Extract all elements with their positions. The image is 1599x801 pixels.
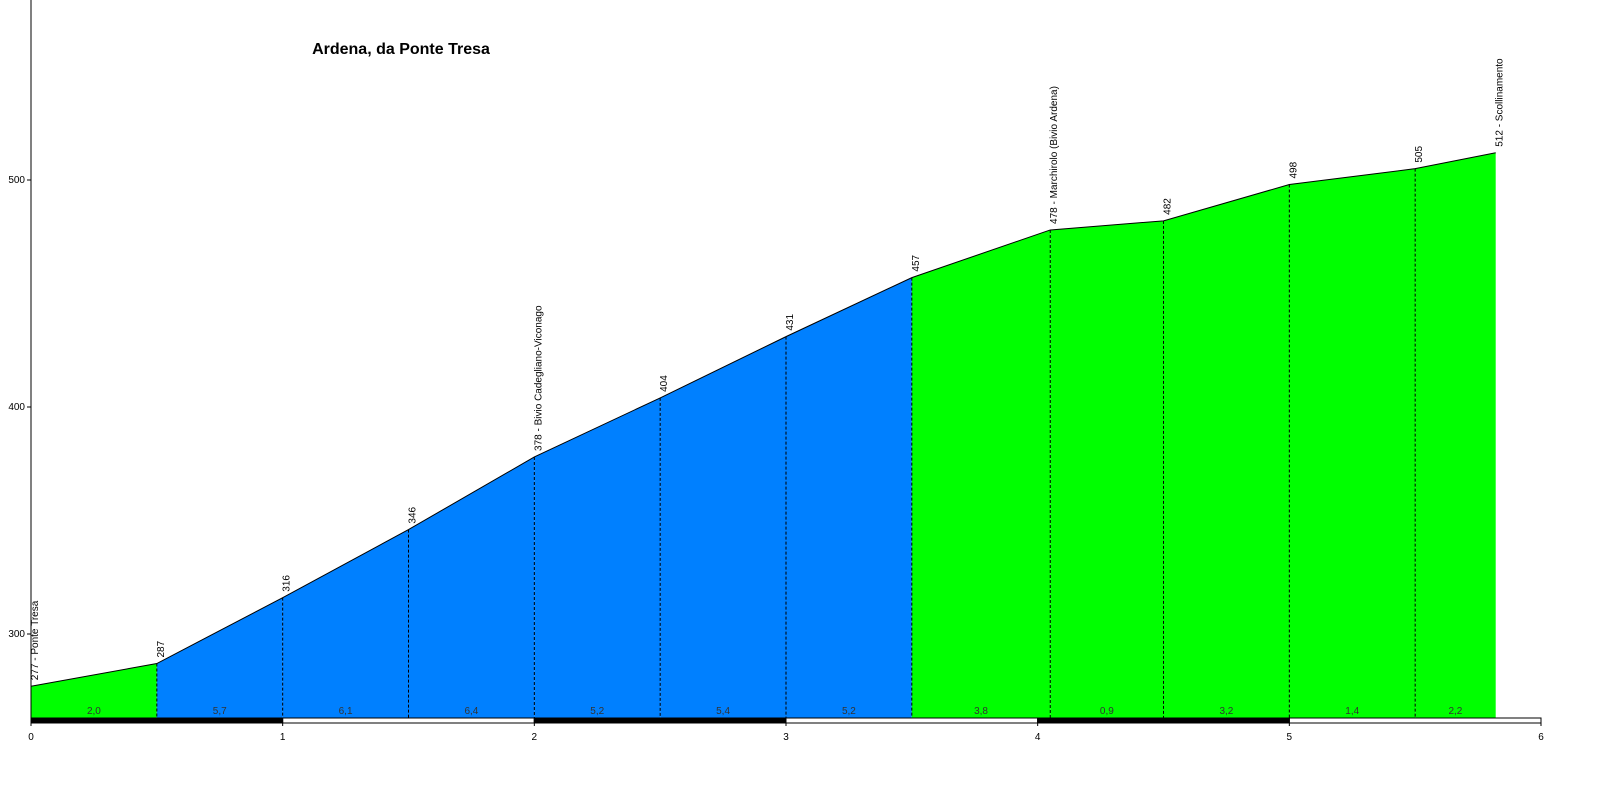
y-tick-label: 500	[8, 175, 25, 186]
x-tick-label: 5	[1287, 732, 1293, 743]
labels: 2,0 5,7 6,1 6,4 5,2 5,4 5,2 3,8 0,9 3,2 1,4 2,2 277 …	[30, 58, 1506, 717]
x-tick-label: 3	[783, 732, 789, 743]
segment-gradient-label: 5,2	[590, 706, 604, 717]
segment-gradient-label: 0,9	[1100, 706, 1114, 717]
segment-area	[1415, 152, 1496, 718]
point-altitude-label: 431	[785, 314, 796, 331]
segment-gradient-label: 5,2	[842, 706, 856, 717]
segment-area	[1289, 168, 1416, 718]
x-tick-label: 4	[1035, 732, 1041, 743]
chart-title: Ardena, da Ponte Tresa	[312, 41, 490, 58]
axes: 300 400 500	[8, 0, 32, 718]
scale-bar-block	[785, 717, 1039, 724]
x-tick-label: 1	[280, 732, 286, 743]
segment-area	[31, 663, 157, 718]
y-tick-label: 400	[8, 402, 25, 413]
segment-area	[1163, 184, 1290, 719]
segment-area	[660, 336, 786, 718]
segment-area	[911, 229, 1051, 718]
point-altitude-label: 277 - Ponte Tresa	[30, 600, 41, 680]
point-altitude-label: 498	[1288, 161, 1299, 178]
point-altitude-label: 404	[659, 375, 670, 392]
point-altitude-label: 505	[1414, 146, 1425, 163]
x-tick-label: 0	[28, 732, 34, 743]
point-altitude-label: 457	[911, 254, 922, 271]
point-altitude-label: 287	[156, 640, 167, 657]
point-altitude-label: 316	[282, 575, 293, 592]
scale-bar-block	[533, 717, 787, 724]
scale-bar-block	[282, 717, 535, 724]
scale-bar-block	[1288, 717, 1542, 724]
point-altitude-label: 378 - Bivio Cadegliano-Viconago	[533, 305, 544, 451]
x-tick-label: 6	[1538, 732, 1544, 743]
segment-area	[282, 529, 409, 718]
km-scale-bar: 0 1 2 3 4 5 6	[28, 717, 1544, 743]
segment-area	[786, 277, 912, 718]
segment-gradient-label: 6,4	[464, 706, 478, 717]
segment-gradient-label: 3,2	[1219, 706, 1233, 717]
x-tick-label: 2	[532, 732, 538, 743]
segment-area	[156, 597, 283, 718]
segment-area	[1050, 220, 1164, 719]
point-altitude-label: 346	[408, 506, 419, 523]
segment-divider-lines	[156, 168, 1416, 718]
segment-gradient-label: 2,0	[87, 706, 101, 717]
segment-gradient-label: 3,8	[974, 706, 988, 717]
segment-gradient-label: 5,4	[716, 706, 730, 717]
profile-areas	[30, 152, 1496, 719]
y-tick-label: 300	[8, 629, 25, 640]
segment-gradient-label: 1,4	[1345, 706, 1359, 717]
segment-gradient-label: 5,7	[213, 706, 227, 717]
segment-area	[534, 397, 661, 718]
scale-bar-block	[30, 717, 284, 724]
point-altitude-label: 512 - Scollinamento	[1495, 58, 1506, 147]
scale-bar-block	[1037, 717, 1290, 724]
point-altitude-label: 478 - Marchirolo (Bivio Ardena)	[1049, 86, 1060, 224]
point-altitude-label: 482	[1163, 198, 1174, 215]
segment-gradient-label: 2,2	[1448, 706, 1462, 717]
segment-area	[408, 456, 535, 718]
segment-gradient-label: 6,1	[339, 706, 353, 717]
